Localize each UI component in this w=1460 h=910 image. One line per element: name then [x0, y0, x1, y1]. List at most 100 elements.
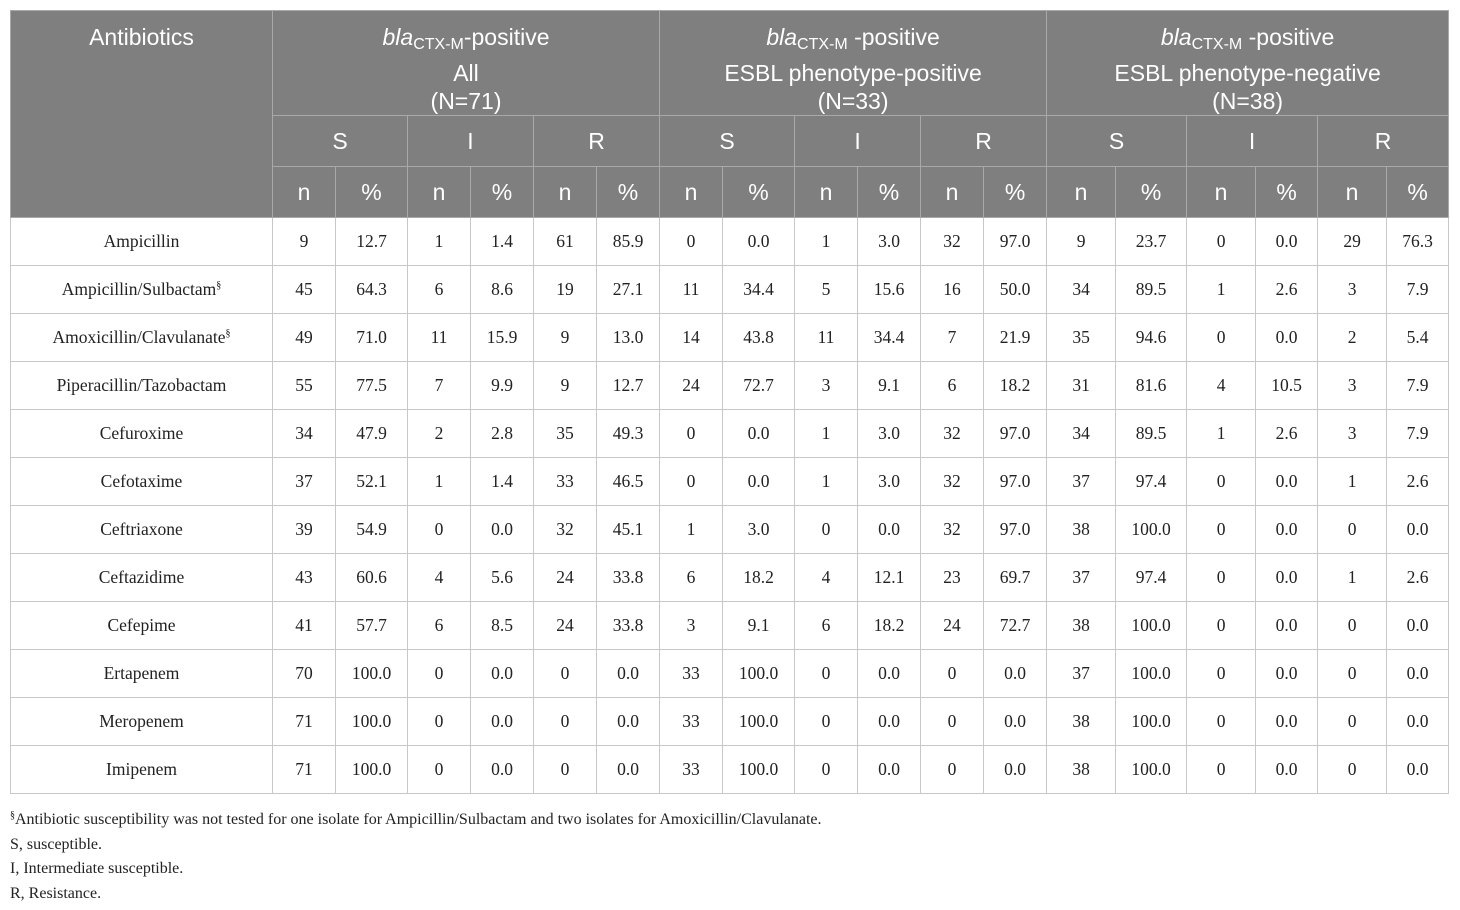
- susceptibility-table: Antibiotics blaCTX-M-positive All (N=71)…: [10, 10, 1450, 794]
- value-cell: 37: [272, 457, 336, 506]
- value-cell: 45.1: [595, 505, 661, 554]
- value-cell: 97.0: [983, 217, 1048, 266]
- value-cell: 33: [533, 457, 597, 506]
- value-cell: 50.0: [983, 265, 1048, 314]
- value-cell: 0.0: [470, 505, 534, 554]
- value-cell: 71.0: [335, 313, 408, 362]
- antibiotic-name: Amoxicillin/Clavulanate: [52, 327, 226, 347]
- value-cell: 3: [659, 601, 724, 650]
- value-cell: 11: [794, 313, 859, 362]
- table-body: Ampicillin 9 12.7 1 1.4 61 85.9 0 0.0 1 3.0 32 97.0 9…: [10, 217, 1450, 794]
- value-cell: 57.7: [335, 601, 408, 650]
- value-cell: 24: [533, 553, 597, 602]
- value-cell: 64.3: [335, 265, 408, 314]
- susceptibility-table-container: Antibiotics blaCTX-M-positive All (N=71)…: [10, 10, 1450, 794]
- value-cell: 6: [659, 553, 724, 602]
- value-cell: 0.0: [1255, 745, 1319, 794]
- value-cell: 2.8: [470, 409, 534, 458]
- category-header: R: [532, 115, 661, 167]
- category-header: S: [272, 115, 408, 167]
- value-cell: 0.0: [1255, 649, 1319, 698]
- value-cell: 0: [1317, 601, 1388, 650]
- value-cell: 33: [659, 649, 724, 698]
- value-cell: 1.4: [470, 217, 534, 266]
- value-cell: 0: [533, 697, 597, 746]
- value-cell: 0: [1186, 745, 1257, 794]
- subcolumn-header: n: [659, 166, 724, 218]
- value-cell: 97.0: [983, 457, 1048, 506]
- value-cell: 0: [1186, 697, 1257, 746]
- footnote: S, susceptible.: [10, 835, 102, 853]
- value-cell: 0.0: [1386, 649, 1450, 698]
- value-cell: 0: [1186, 313, 1257, 362]
- value-cell: 100.0: [335, 697, 408, 746]
- value-cell: 76.3: [1386, 217, 1450, 266]
- value-cell: 3.0: [722, 505, 796, 554]
- value-cell: 1: [659, 505, 724, 554]
- value-cell: 0.0: [857, 745, 922, 794]
- value-cell: 41: [272, 601, 336, 650]
- value-cell: 0: [659, 409, 724, 458]
- antibiotic-name: Cefuroxime: [99, 423, 184, 443]
- value-cell: 0.0: [1255, 553, 1319, 602]
- value-cell: 2.6: [1386, 553, 1450, 602]
- value-cell: 33.8: [595, 601, 661, 650]
- table-row: Ceftriaxone 39 54.9 0 0.0 32 45.1 1 3.0 0 0.0 32 97.…: [10, 505, 1450, 554]
- value-cell: 72.7: [983, 601, 1048, 650]
- value-cell: 9: [533, 361, 597, 410]
- value-cell: 4: [794, 553, 859, 602]
- value-cell: 3.0: [857, 457, 922, 506]
- value-cell: 33.8: [595, 553, 661, 602]
- value-cell: 100.0: [1115, 505, 1188, 554]
- value-cell: 7: [920, 313, 985, 362]
- antibiotic-name-cell: Cefuroxime: [10, 409, 273, 458]
- value-cell: 5.6: [470, 553, 534, 602]
- value-cell: 0: [794, 697, 859, 746]
- value-cell: 49.3: [595, 409, 661, 458]
- value-cell: 0: [920, 745, 985, 794]
- value-cell: 3: [1317, 265, 1388, 314]
- value-cell: 97.0: [983, 505, 1048, 554]
- value-cell: 52.1: [335, 457, 408, 506]
- table-row: Ampicillin 9 12.7 1 1.4 61 85.9 0 0.0 1 3.0 32 97.0 9…: [10, 217, 1450, 266]
- table-row: Ampicillin/Sulbactam§ 45 64.3 6 8.6 19 27.1 11 3…: [10, 265, 1450, 314]
- value-cell: 32: [533, 505, 597, 554]
- value-cell: 100.0: [1115, 649, 1188, 698]
- value-cell: 24: [659, 361, 724, 410]
- value-cell: 3: [1317, 409, 1388, 458]
- category-header: S: [659, 115, 796, 167]
- value-cell: 0: [407, 505, 471, 554]
- value-cell: 55: [272, 361, 336, 410]
- subcolumn-header: %: [857, 166, 922, 218]
- value-cell: 32: [920, 457, 985, 506]
- table-row: Imipenem 71 100.0 0 0.0 0 0.0 33 100.0 0 0.0 0 0.0 38…: [10, 745, 1450, 794]
- value-cell: 7.9: [1386, 265, 1450, 314]
- value-cell: 1: [794, 457, 859, 506]
- subcolumn-header: %: [595, 166, 661, 218]
- value-cell: 2: [1317, 313, 1388, 362]
- category-header: I: [794, 115, 922, 167]
- value-cell: 24: [533, 601, 597, 650]
- value-cell: 0.0: [1255, 217, 1319, 266]
- antibiotic-name: Piperacillin/Tazobactam: [56, 375, 227, 395]
- value-cell: 37: [1046, 457, 1117, 506]
- antibiotic-name-cell: Cefotaxime: [10, 457, 273, 506]
- antibiotic-name: Ampicillin/Sulbactam: [61, 279, 217, 299]
- value-cell: 0: [1186, 553, 1257, 602]
- value-cell: 24: [920, 601, 985, 650]
- value-cell: 18.2: [857, 601, 922, 650]
- value-cell: 47.9: [335, 409, 408, 458]
- value-cell: 14: [659, 313, 724, 362]
- value-cell: 0: [1317, 505, 1388, 554]
- value-cell: 11: [407, 313, 471, 362]
- value-cell: 0.0: [722, 217, 796, 266]
- value-cell: 0: [1317, 649, 1388, 698]
- footnote: R, Resistance.: [10, 884, 102, 902]
- value-cell: 0: [920, 697, 985, 746]
- value-cell: 12.1: [857, 553, 922, 602]
- value-cell: 0.0: [470, 649, 534, 698]
- value-cell: 12.7: [335, 217, 408, 266]
- value-cell: 100.0: [722, 649, 796, 698]
- value-cell: 13.0: [595, 313, 661, 362]
- antibiotic-name-cell: Ceftazidime: [10, 553, 273, 602]
